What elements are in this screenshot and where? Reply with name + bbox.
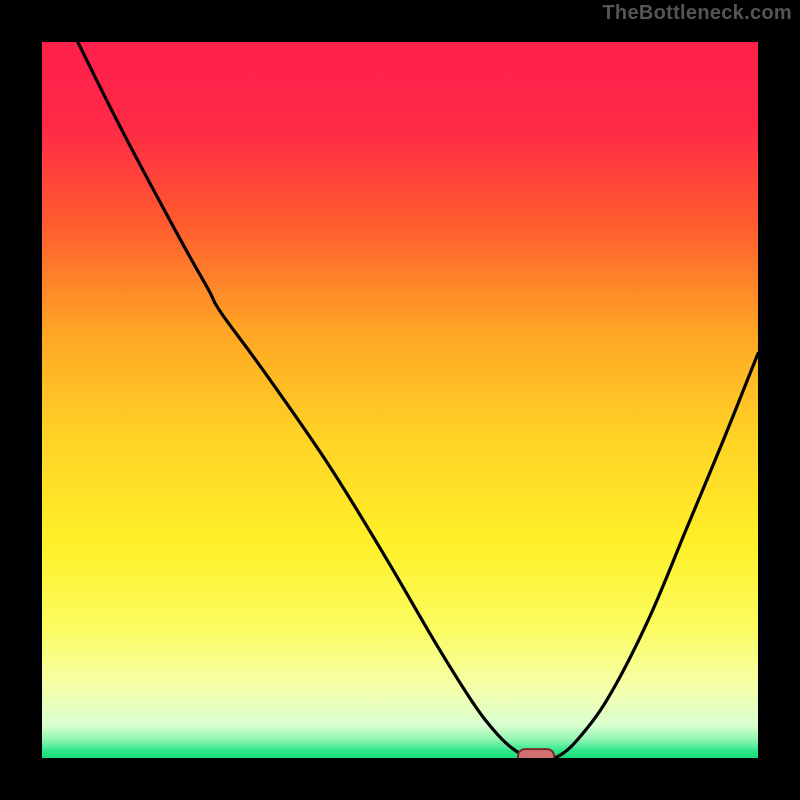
optimal-marker: [518, 749, 554, 758]
chart-canvas: TheBottleneck.com: [0, 0, 800, 800]
gradient-background: [42, 42, 758, 758]
plot-frame: [32, 32, 768, 768]
plot-svg: [42, 42, 758, 758]
watermark-label: TheBottleneck.com: [602, 2, 792, 25]
